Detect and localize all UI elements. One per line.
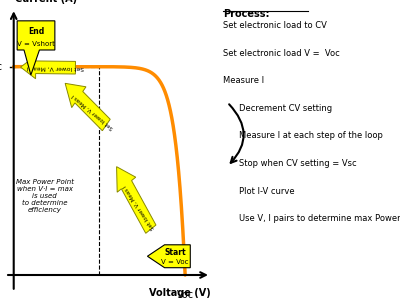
- Text: V = Vshort: V = Vshort: [17, 41, 55, 47]
- Text: Use V, I pairs to determine max Power: Use V, I pairs to determine max Power: [239, 214, 400, 223]
- Text: Voltage (V): Voltage (V): [149, 287, 211, 298]
- Text: Set electronic load to CV: Set electronic load to CV: [223, 21, 327, 30]
- Polygon shape: [148, 245, 190, 268]
- Polygon shape: [20, 56, 76, 79]
- Polygon shape: [116, 167, 156, 233]
- Text: Measure I: Measure I: [223, 76, 264, 85]
- Text: Vsc: Vsc: [0, 62, 4, 72]
- Text: Set lower V, Meas I: Set lower V, Meas I: [122, 184, 155, 230]
- Polygon shape: [65, 83, 110, 131]
- Text: Current (A): Current (A): [16, 0, 78, 4]
- Text: V = Voc: V = Voc: [161, 260, 189, 266]
- Text: Start: Start: [164, 248, 186, 256]
- Text: Plot I-V curve: Plot I-V curve: [239, 187, 294, 196]
- Text: Measure I at each step of the loop: Measure I at each step of the loop: [239, 131, 382, 140]
- Polygon shape: [17, 21, 55, 75]
- Text: Stop when CV setting = Vsc: Stop when CV setting = Vsc: [239, 159, 356, 168]
- Text: Set lower V, Meas I: Set lower V, Meas I: [27, 65, 84, 70]
- Text: Decrement CV setting: Decrement CV setting: [239, 104, 332, 113]
- Text: Max Power Point
when V·I = max
is used
to determine
efficiency: Max Power Point when V·I = max is used t…: [16, 179, 74, 213]
- Text: End: End: [28, 27, 44, 36]
- Text: Set electronic load V =  Voc: Set electronic load V = Voc: [223, 49, 340, 58]
- Text: Set lower V, Meas I: Set lower V, Meas I: [71, 92, 114, 130]
- Text: Process:: Process:: [223, 9, 270, 19]
- Text: Voc: Voc: [176, 290, 194, 300]
